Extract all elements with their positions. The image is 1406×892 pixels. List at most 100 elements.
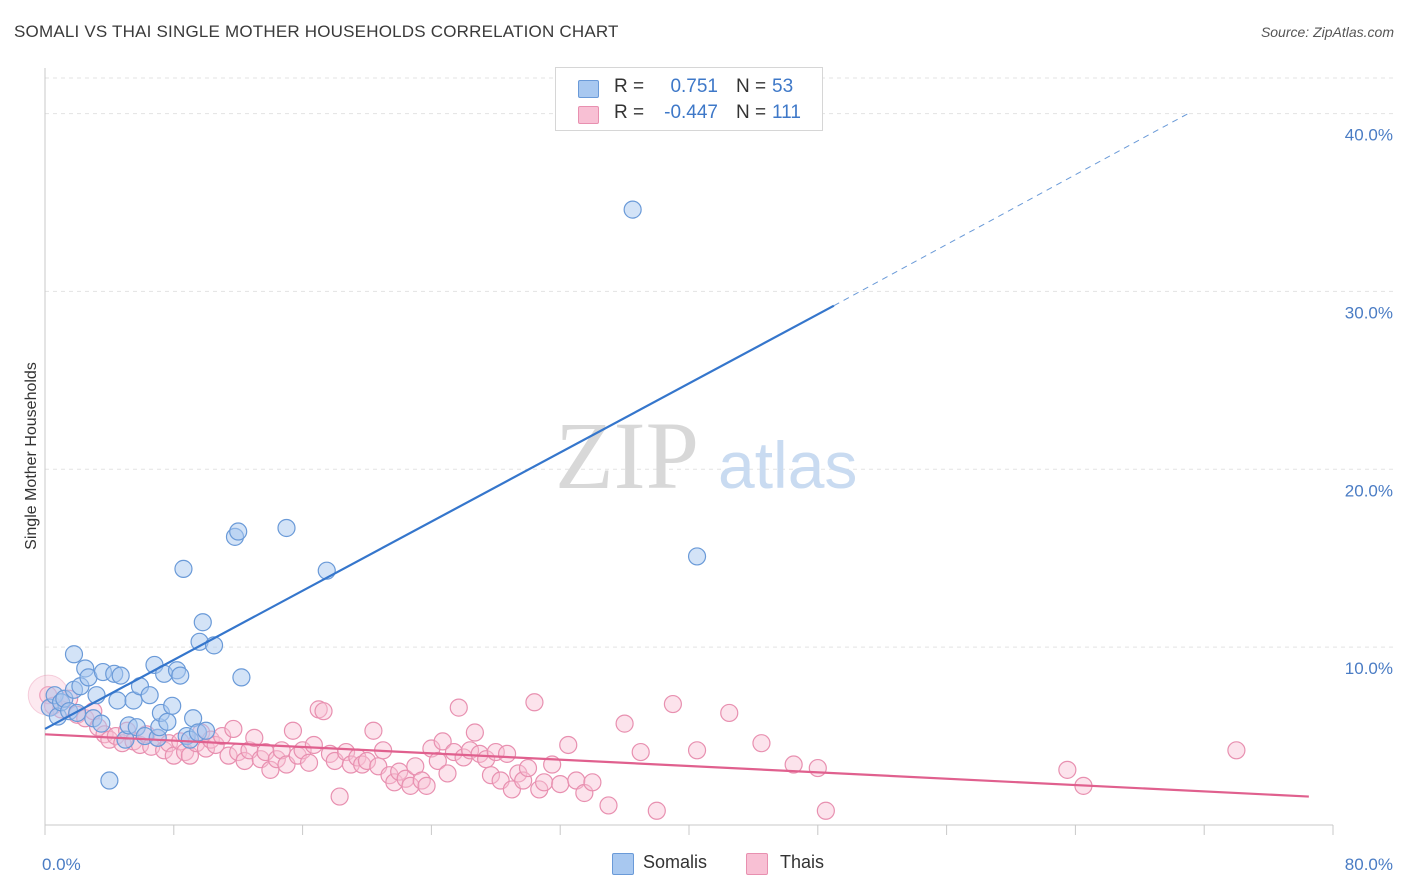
- somali-point: [163, 696, 182, 715]
- thai-point: [412, 771, 431, 790]
- legend-row-somalis: R = 0.751 N = 53: [556, 76, 822, 102]
- trend-line-thais: [44, 733, 1309, 798]
- series-thais: [27, 674, 1246, 820]
- thai-point: [364, 721, 383, 740]
- thai-point: [631, 742, 650, 762]
- watermark-atlas: atlas: [718, 428, 857, 502]
- trend-line-somalis: [44, 304, 835, 730]
- legend-swatch-thais: [578, 106, 599, 124]
- legend-r-label: R =: [614, 76, 645, 97]
- thai-point: [304, 735, 323, 755]
- thai-point: [663, 694, 683, 714]
- somali-point: [92, 714, 111, 733]
- stats-legend: R = 0.751 N = 53 R = -0.447 N = 111: [555, 67, 823, 131]
- legend-n-value: 53: [772, 76, 794, 97]
- somali-point: [229, 522, 248, 541]
- somali-point: [687, 547, 707, 566]
- thai-point: [433, 732, 452, 751]
- x-tick-label-max: 80.0%: [1345, 855, 1393, 874]
- axes: [44, 68, 1334, 835]
- thai-point: [583, 773, 602, 792]
- thai-point: [518, 758, 538, 778]
- thai-point: [283, 721, 303, 740]
- thai-point: [449, 698, 468, 717]
- thai-point: [330, 787, 349, 806]
- thai-point: [206, 735, 225, 755]
- legend-r-value: -0.447: [664, 102, 718, 123]
- bottom-legend-label-thais: Thais: [780, 852, 825, 872]
- thai-point: [808, 758, 827, 778]
- trend-line-somalis-extension: [833, 113, 1189, 307]
- thai-point: [551, 774, 570, 794]
- series-somalis: [40, 200, 707, 790]
- thai-point: [299, 753, 319, 772]
- somali-point: [174, 559, 193, 578]
- somali-point: [100, 771, 119, 790]
- thai-point: [647, 801, 666, 820]
- legend-n-label: N =: [736, 76, 767, 97]
- gridlines: [45, 77, 1393, 648]
- y-tick-label: 10.0%: [1345, 659, 1393, 678]
- somali-point: [158, 712, 177, 731]
- thai-point: [1058, 760, 1077, 779]
- thai-point: [615, 714, 634, 733]
- watermark-zip: ZIP: [555, 402, 699, 509]
- thai-point: [534, 773, 554, 792]
- thai-point: [465, 723, 484, 742]
- thai-point: [444, 742, 464, 762]
- thai-point: [267, 750, 286, 769]
- thai-point: [219, 746, 238, 765]
- thai-point: [235, 751, 254, 771]
- legend-n-label: N =: [736, 102, 767, 123]
- thai-point: [261, 760, 280, 779]
- thai-point: [196, 739, 216, 758]
- thai-point: [720, 703, 739, 723]
- thai-point: [438, 764, 457, 783]
- bottom-legend-swatch-thais: [746, 853, 768, 875]
- thai-point: [687, 741, 707, 760]
- somali-point: [196, 721, 216, 740]
- thai-point: [428, 751, 447, 771]
- legend-swatch-somalis: [578, 80, 599, 98]
- thai-point: [213, 726, 232, 746]
- thai-point: [357, 751, 377, 771]
- trend-lines: [44, 113, 1309, 798]
- thai-point: [599, 796, 618, 815]
- thai-point: [525, 693, 544, 712]
- somali-point: [68, 703, 87, 723]
- y-tick-label: 40.0%: [1345, 126, 1393, 145]
- somali-point: [111, 666, 130, 685]
- legend-row-thais: R = -0.447 N = 111: [556, 102, 822, 128]
- source-label: Source: ZipAtlas.com: [1260, 24, 1394, 40]
- thai-point: [784, 755, 803, 774]
- somali-point: [277, 518, 296, 538]
- somali-point: [64, 645, 84, 664]
- somali-point: [232, 668, 251, 687]
- thai-point: [314, 702, 333, 721]
- y-axis-label: Single Mother Households: [23, 362, 40, 550]
- somali-point: [140, 686, 159, 705]
- somali-point: [171, 666, 190, 685]
- legend-n-value: 111: [772, 102, 801, 123]
- thai-point: [390, 762, 409, 781]
- thai-point: [1227, 741, 1246, 760]
- thai-point: [401, 776, 420, 795]
- thai-point: [559, 735, 578, 755]
- somali-point: [193, 613, 212, 632]
- y-tick-label: 30.0%: [1345, 303, 1393, 322]
- thai-point: [224, 719, 243, 739]
- thai-point: [481, 766, 501, 785]
- thai-point: [245, 728, 264, 747]
- thai-point: [353, 755, 372, 774]
- thai-point: [256, 742, 275, 762]
- y-tick-label: 20.0%: [1345, 481, 1393, 500]
- chart-title: SOMALI VS THAI SINGLE MOTHER HOUSEHOLDS …: [14, 22, 619, 41]
- thai-point: [816, 801, 835, 820]
- thai-point: [752, 734, 771, 753]
- somali-point: [108, 691, 127, 710]
- bottom-legend-swatch-somalis: [612, 853, 634, 875]
- thai-point: [497, 744, 517, 763]
- tick-labels: 10.0% 20.0% 30.0% 40.0% 0.0% 80.0%: [42, 126, 1393, 874]
- legend-r-label: R =: [614, 102, 645, 123]
